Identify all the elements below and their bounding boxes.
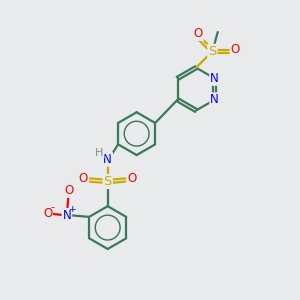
Text: H: H xyxy=(95,148,103,158)
Text: N: N xyxy=(103,153,112,166)
Text: O: O xyxy=(43,207,52,220)
Text: S: S xyxy=(208,45,217,58)
Text: -: - xyxy=(51,202,55,212)
Text: O: O xyxy=(231,43,240,56)
Text: O: O xyxy=(64,184,74,197)
Text: S: S xyxy=(103,175,112,188)
Text: +: + xyxy=(68,205,76,214)
Text: N: N xyxy=(210,72,219,85)
Text: O: O xyxy=(79,172,88,185)
Text: N: N xyxy=(210,93,219,106)
Text: N: N xyxy=(62,209,71,222)
Text: O: O xyxy=(194,27,203,40)
Text: O: O xyxy=(128,172,137,185)
